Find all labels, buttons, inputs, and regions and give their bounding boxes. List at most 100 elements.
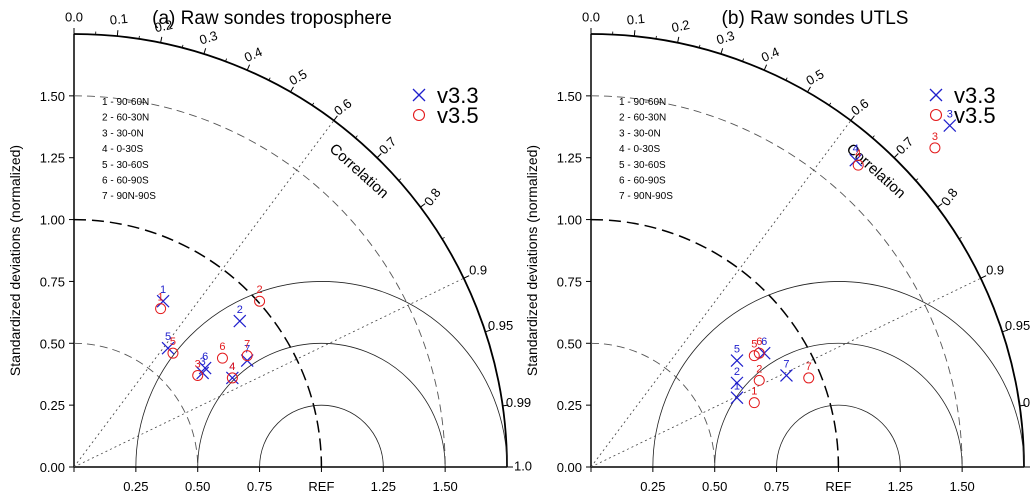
region-legend-item: 3 - 30-0N <box>102 128 144 139</box>
correlation-tick-label: 0.0 <box>65 9 83 24</box>
data-point-v35-7 <box>241 350 253 362</box>
data-point-label: 1 <box>158 292 164 304</box>
correlation-minor-tick <box>225 58 227 62</box>
data-point-label: 3 <box>932 131 938 143</box>
data-point-v35-6 <box>216 352 228 364</box>
data-point-label: 6 <box>756 336 762 348</box>
legend-label: v3.5 <box>954 103 996 128</box>
region-legend-item: 7 - 90N-90S <box>619 191 673 202</box>
legend-circle-marker <box>412 108 426 122</box>
data-point-v33-4 <box>225 371 239 385</box>
data-point-v35-7 <box>803 372 815 384</box>
correlation-tick-label: 0.1 <box>626 11 645 28</box>
correlation-tick-label: 0.5 <box>803 66 826 88</box>
correlation-radial-0.9 <box>73 277 464 468</box>
data-point-label: 1 <box>160 284 166 296</box>
data-point-label: 5 <box>751 339 757 351</box>
legend-label: v3.5 <box>437 103 479 128</box>
correlation-tick <box>893 153 899 159</box>
data-point-label: 4 <box>855 148 861 160</box>
correlation-radial-0.6 <box>590 120 852 468</box>
correlation-minor-tick <box>742 58 744 62</box>
correlation-tick-label: 0.6 <box>848 96 871 119</box>
data-point-v33-5 <box>161 341 175 355</box>
rms-arc <box>197 342 446 468</box>
correlation-minor-tick <box>828 102 832 106</box>
data-point-label: 4 <box>229 361 235 373</box>
y-tick-label: 0.00 <box>557 460 582 475</box>
x-tick-label: 1.50 <box>949 479 974 494</box>
data-point-v33-7 <box>780 369 793 382</box>
data-point-label: 2 <box>257 284 263 296</box>
correlation-tick-label: 0.3 <box>198 28 220 48</box>
data-point-label: 6 <box>202 351 208 363</box>
correlation-tick <box>463 275 470 279</box>
data-point-label: 2 <box>734 366 740 378</box>
data-point-v35-4 <box>852 159 864 171</box>
data-point-v35-5 <box>167 347 179 359</box>
data-point-label: 4 <box>853 143 859 155</box>
x-tick-label: 0.75 <box>764 479 789 494</box>
y-tick-label: 0.75 <box>557 274 582 289</box>
correlation-tick <box>333 115 338 121</box>
y-tick-label: 0.50 <box>40 336 65 351</box>
y-tick-label: 1.25 <box>40 151 65 166</box>
correlation-tick <box>1002 329 1009 333</box>
correlation-minor-tick <box>785 77 788 81</box>
y-tick-label: 1.25 <box>557 151 582 166</box>
correlation-tick-label: 0.0 <box>582 9 600 24</box>
chart-title: (b) Raw sondes UTLS <box>722 8 909 29</box>
data-point-label: 6 <box>219 341 225 353</box>
region-legend-item: 7 - 90N-90S <box>102 191 156 202</box>
x-tick-label: 0.75 <box>247 479 272 494</box>
data-point-label: 3 <box>947 109 953 121</box>
correlation-tick <box>720 48 724 55</box>
region-legend-item: 3 - 30-0N <box>619 128 661 139</box>
region-legend-item: 6 - 60-90S <box>619 176 666 187</box>
y-tick-label: 0.25 <box>557 398 582 413</box>
correlation-tick-label: 0.6 <box>331 96 354 119</box>
legend-cross-marker <box>929 88 943 102</box>
data-point-v35-1 <box>748 397 760 409</box>
correlation-minor-tick <box>958 236 962 240</box>
correlation-tick-label: 0.99 <box>1023 395 1031 410</box>
correlation-tick <box>420 203 426 208</box>
data-point-v35-5 <box>748 350 760 362</box>
x-tick-label: REF <box>825 479 851 494</box>
reference-std-arc <box>73 218 323 468</box>
correlation-tick-label: 0.95 <box>488 318 513 333</box>
correlation-tick <box>290 86 294 93</box>
correlation-radial-0.9 <box>590 277 981 468</box>
legend-cross-marker <box>412 88 426 102</box>
region-legend-item: 5 - 30-60S <box>102 160 149 171</box>
correlation-tick-label: 0.2 <box>153 17 174 35</box>
data-point-v35-3 <box>929 142 941 154</box>
correlation-tick <box>677 36 680 43</box>
rms-arc <box>259 404 384 468</box>
correlation-tick <box>763 64 768 71</box>
data-point-label: 7 <box>806 361 812 373</box>
data-point-v33-1 <box>156 294 170 308</box>
y-axis-label: Standardized deviations (normalized) <box>7 145 23 376</box>
y-tick-label: 1.00 <box>557 213 582 228</box>
correlation-minor-tick <box>311 102 315 106</box>
correlation-tick <box>485 329 492 333</box>
std-arc-dashed <box>73 95 446 468</box>
data-point-v33-4 <box>849 153 863 167</box>
correlation-tick <box>203 48 207 55</box>
region-legend-item: 5 - 30-60S <box>619 160 666 171</box>
data-point-label: 3 <box>195 358 201 370</box>
data-point-label: 1 <box>734 381 740 393</box>
y-tick-label: 1.50 <box>557 89 582 104</box>
data-point-label: 1 <box>751 386 757 398</box>
correlation-tick-label: 0.5 <box>286 66 309 88</box>
y-tick-label: 1.50 <box>40 89 65 104</box>
correlation-tick <box>850 115 855 121</box>
correlation-minor-tick <box>181 44 184 48</box>
y-axis-label: Standardized deviations (normalized) <box>524 145 540 376</box>
correlation-radial-0.6 <box>73 120 335 468</box>
x-tick-label: 1.25 <box>888 479 913 494</box>
outer-correlation-arc <box>73 33 508 468</box>
correlation-tick-label: 0.4 <box>242 44 265 65</box>
correlation-minor-tick <box>441 236 445 240</box>
